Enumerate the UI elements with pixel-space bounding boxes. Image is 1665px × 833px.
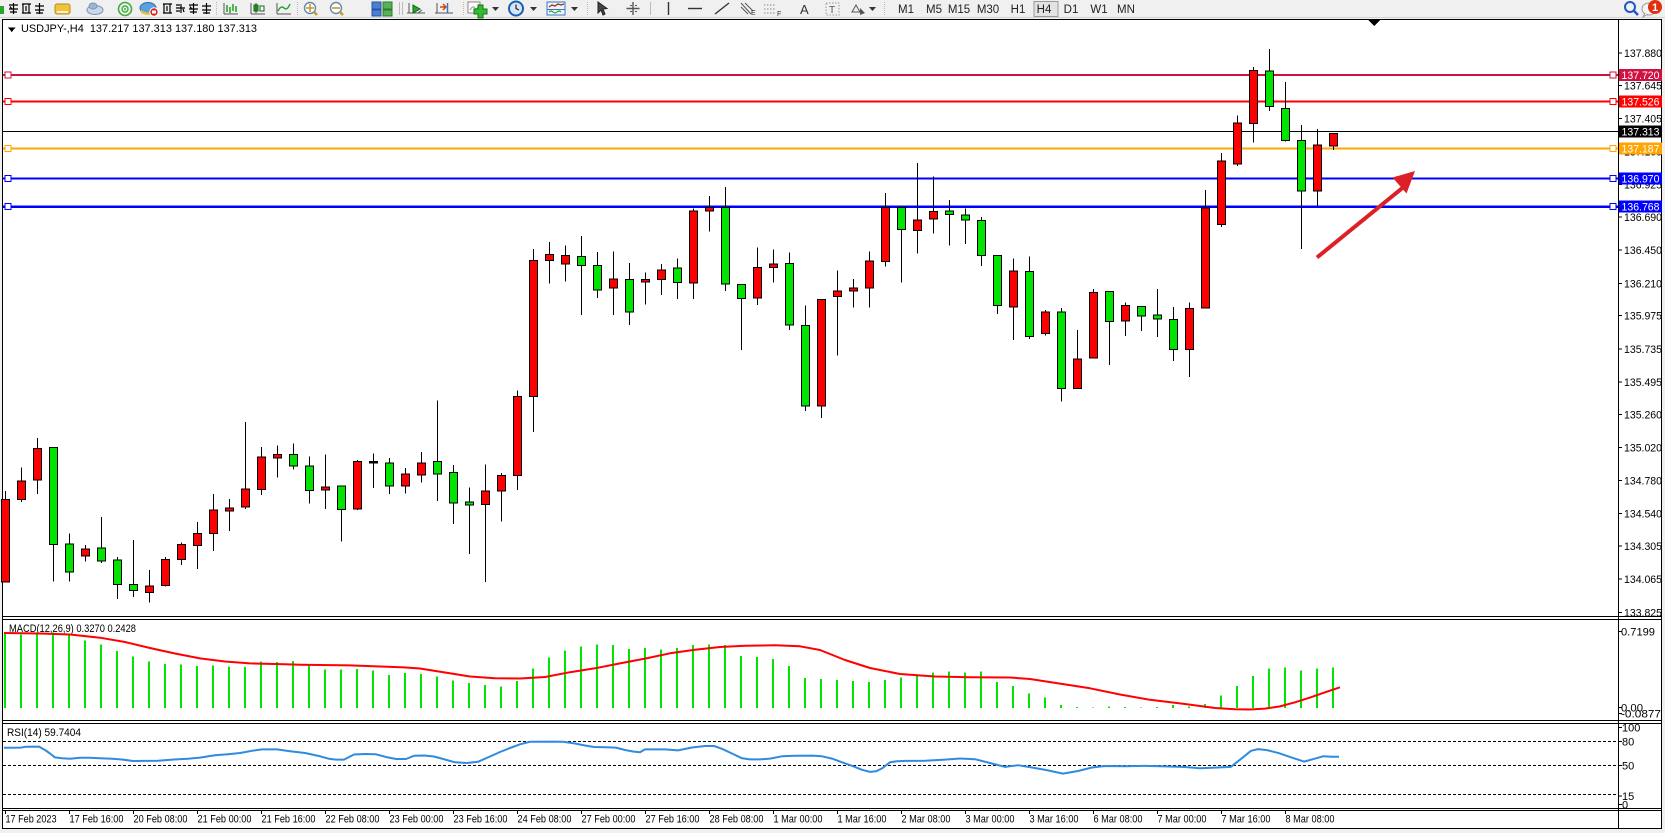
- svg-text:134.305: 134.305: [1624, 541, 1662, 553]
- svg-text:22 Feb 08:00: 22 Feb 08:00: [326, 814, 380, 826]
- svg-text:135.495: 135.495: [1624, 377, 1662, 389]
- svg-text:135.975: 135.975: [1624, 311, 1662, 323]
- svg-text:W1: W1: [1090, 4, 1107, 16]
- svg-text:F: F: [777, 11, 781, 18]
- svg-text:27 Feb 00:00: 27 Feb 00:00: [582, 814, 636, 826]
- svg-text:50: 50: [1622, 761, 1634, 773]
- svg-text:MACD(12,26,9) 0.3270 0.2428: MACD(12,26,9) 0.3270 0.2428: [9, 623, 136, 635]
- svg-text:137.720: 137.720: [1622, 70, 1660, 82]
- svg-text:M1: M1: [898, 4, 914, 16]
- svg-text:20 Feb 08:00: 20 Feb 08:00: [134, 814, 188, 826]
- svg-text:134.065: 134.065: [1624, 574, 1662, 586]
- svg-text:3 Mar 16:00: 3 Mar 16:00: [1030, 814, 1079, 826]
- svg-text:H4: H4: [1037, 4, 1052, 16]
- svg-text:USDJPY-,H4 137.217 137.313 13: USDJPY-,H4 137.217 137.313 137.180 137.3…: [21, 23, 257, 35]
- svg-text:1 Mar 16:00: 1 Mar 16:00: [838, 814, 887, 826]
- svg-text:M5: M5: [926, 4, 942, 16]
- svg-text:24 Feb 08:00: 24 Feb 08:00: [518, 814, 572, 826]
- svg-text:-0.0877: -0.0877: [1621, 709, 1661, 721]
- svg-text:136.768: 136.768: [1622, 202, 1660, 214]
- svg-text:135.735: 135.735: [1624, 344, 1662, 356]
- svg-text:1 Mar 00:00: 1 Mar 00:00: [774, 814, 823, 826]
- svg-text:MN: MN: [1117, 4, 1135, 16]
- svg-text:0: 0: [1622, 800, 1628, 812]
- svg-text:7 Mar 16:00: 7 Mar 16:00: [1222, 814, 1271, 826]
- svg-text:T: T: [829, 5, 835, 16]
- svg-text:135.260: 135.260: [1624, 409, 1662, 421]
- svg-text:7 Mar 00:00: 7 Mar 00:00: [1158, 814, 1207, 826]
- svg-text:3 Mar 00:00: 3 Mar 00:00: [966, 814, 1015, 826]
- svg-text:27 Feb 16:00: 27 Feb 16:00: [646, 814, 700, 826]
- svg-text:134.540: 134.540: [1624, 509, 1662, 521]
- svg-text:136.970: 136.970: [1622, 174, 1660, 186]
- svg-text:135.020: 135.020: [1624, 442, 1662, 454]
- svg-text:RSI(14) 59.7404: RSI(14) 59.7404: [7, 727, 81, 739]
- svg-text:136.690: 136.690: [1624, 212, 1662, 224]
- svg-text:M30: M30: [977, 4, 999, 16]
- svg-text:M15: M15: [948, 4, 970, 16]
- svg-text:137.187: 137.187: [1622, 144, 1660, 156]
- svg-text:80: 80: [1622, 737, 1634, 749]
- svg-text:137.313: 137.313: [1622, 127, 1660, 139]
- svg-text:23 Feb 00:00: 23 Feb 00:00: [390, 814, 444, 826]
- svg-text:0.00: 0.00: [1621, 703, 1643, 715]
- svg-text:134.780: 134.780: [1624, 476, 1662, 488]
- svg-text:21 Feb 00:00: 21 Feb 00:00: [198, 814, 252, 826]
- svg-text:133.825: 133.825: [1624, 607, 1662, 619]
- svg-text:136.450: 136.450: [1624, 245, 1662, 257]
- svg-text:137.645: 137.645: [1624, 80, 1662, 92]
- svg-text:6 Mar 08:00: 6 Mar 08:00: [1094, 814, 1143, 826]
- svg-text:21 Feb 16:00: 21 Feb 16:00: [262, 814, 316, 826]
- svg-text:137.405: 137.405: [1624, 114, 1662, 126]
- svg-text:23 Feb 16:00: 23 Feb 16:00: [454, 814, 508, 826]
- svg-text:137.880: 137.880: [1624, 48, 1662, 60]
- svg-text:28 Feb 08:00: 28 Feb 08:00: [710, 814, 764, 826]
- svg-text:17 Feb 16:00: 17 Feb 16:00: [70, 814, 124, 826]
- svg-text:D1: D1: [1064, 4, 1079, 16]
- svg-text:A: A: [800, 2, 809, 17]
- svg-text:E: E: [751, 10, 756, 17]
- svg-text:1: 1: [1652, 2, 1658, 14]
- svg-text:0.7199: 0.7199: [1621, 627, 1655, 639]
- svg-text:H1: H1: [1011, 4, 1026, 16]
- svg-text:136.210: 136.210: [1624, 278, 1662, 290]
- svg-text:8 Mar 08:00: 8 Mar 08:00: [1286, 814, 1335, 826]
- svg-text:137.526: 137.526: [1622, 97, 1660, 109]
- svg-text:100: 100: [1622, 723, 1640, 735]
- svg-text:17 Feb 2023: 17 Feb 2023: [6, 814, 57, 826]
- svg-text:2 Mar 08:00: 2 Mar 08:00: [902, 814, 951, 826]
- svg-text:15: 15: [1622, 791, 1634, 803]
